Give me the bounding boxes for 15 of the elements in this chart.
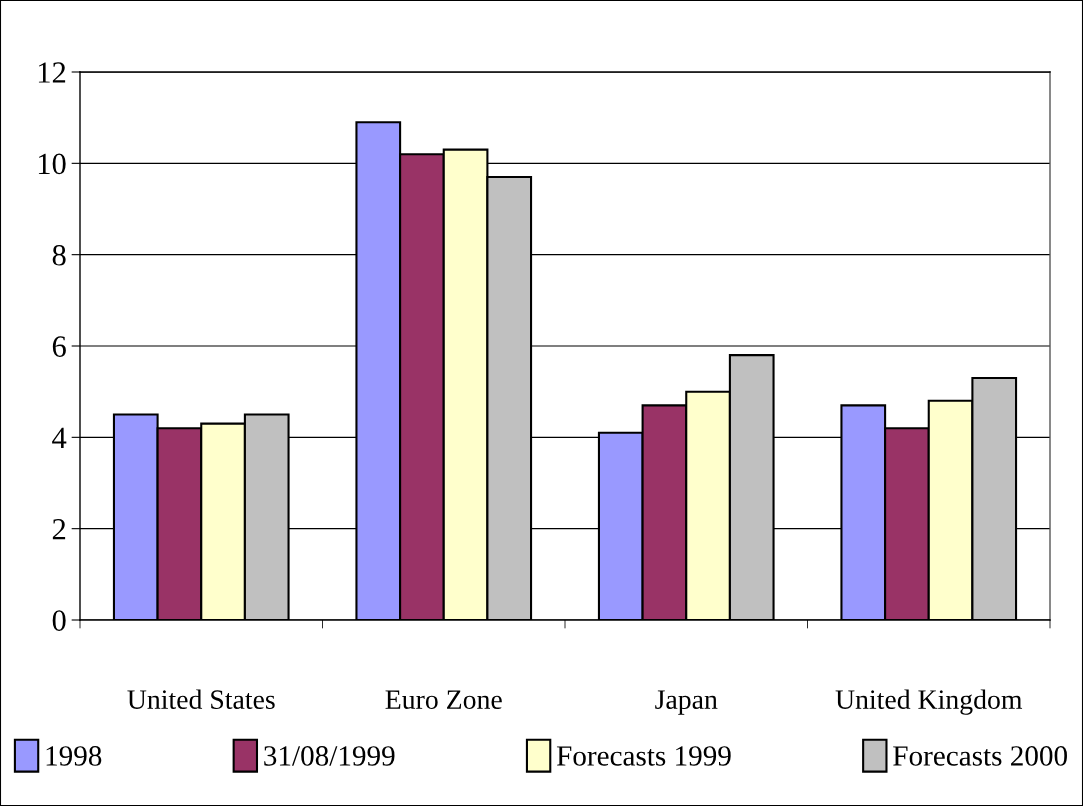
x-tick-label: Euro Zone	[385, 690, 502, 709]
legend-label: Forecasts 2000	[893, 746, 1067, 766]
x-tick-label: Japan	[655, 690, 718, 715]
y-tick-label: 12	[38, 62, 66, 83]
y-tick-label: 4	[52, 427, 67, 448]
legend-label: 31/08/1999	[264, 746, 395, 766]
x-tick-label: United Kingdom	[835, 689, 1023, 715]
legend-label: Forecasts 1999	[556, 746, 731, 766]
y-tick-label: 2	[52, 519, 66, 540]
x-tick-label: United States	[127, 689, 275, 709]
y-tick-label: 8	[52, 244, 66, 266]
y-tick-label: 10	[38, 153, 66, 175]
y-tick-label: 0	[52, 610, 66, 631]
legend-label: 1998	[46, 746, 102, 766]
y-tick-label: 6	[52, 336, 66, 357]
